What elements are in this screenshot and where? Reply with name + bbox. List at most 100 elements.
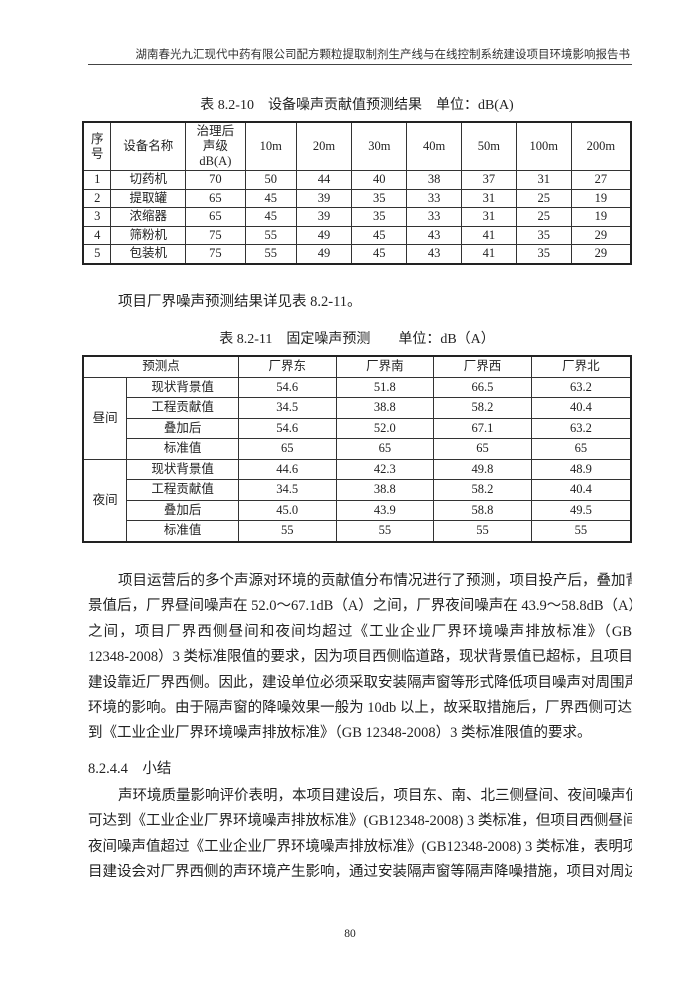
table-cell: 75 — [185, 244, 246, 264]
table-cell: 治理后 声级 dB(A) — [185, 121, 246, 171]
table-cell: 现状背景值 — [126, 458, 239, 480]
table-cell: 厂界东 — [237, 355, 337, 378]
table2-caption: 表 8.2-11 固定噪声预测 单位：dB（A） — [219, 332, 495, 347]
text-line: 可达到《工业企业厂界环境噪声排放标准》(GB12348-2008) 3 类标准，… — [88, 813, 632, 830]
text-line: 建设靠近厂界西侧。因此，建设单位必须采取安装隔声窗等形式降低项目噪声对周围声 — [88, 674, 632, 691]
table-cell: 序 号 — [82, 121, 112, 171]
section-heading: 8.2.4.4 小结 — [88, 761, 172, 777]
text-line: 12348-2008）3 类标准限值的要求，因为项目西侧临道路，现状背景值已超标… — [88, 649, 632, 666]
table-cell: 54.6 — [237, 417, 337, 439]
table-cell: 43 — [406, 225, 462, 245]
table-row: 昼间 现状背景值 54.6 51.8 66.5 63.2 — [82, 376, 632, 460]
table-cell: 昼间 — [82, 376, 128, 460]
table-cell: 37 — [461, 170, 517, 190]
table-cell: 63.2 — [530, 376, 632, 398]
table-cell: 3 — [82, 207, 112, 227]
table-cell: 工程贡献值 — [126, 397, 239, 419]
text-line: 目建设会对厂界西侧的声环境产生影响，通过安装隔声窗等隔声降噪措施，项目对周边 — [88, 864, 632, 881]
table-row: 标准值 65 65 65 65 — [83, 438, 632, 460]
table-cell: 33 — [406, 207, 462, 227]
table-row: 工程贡献值 34.5 38.8 58.2 40.4 — [83, 479, 632, 501]
table-cell: 30m — [351, 121, 408, 171]
table-cell: 31 — [515, 170, 572, 190]
table-cell: 55 — [530, 520, 632, 542]
table-cell: 标准值 — [126, 438, 239, 460]
table-cell: 工程贡献值 — [126, 479, 239, 501]
table-cell: 25 — [515, 188, 572, 208]
table-cell: 1 — [82, 170, 112, 190]
text-line: 环境的影响。由于隔声窗的降噪效果一般为 10db 以上，故采取措施后，厂界西侧可… — [88, 700, 632, 716]
table-cell: 2 — [82, 188, 112, 208]
table-cell: 40.4 — [530, 397, 632, 419]
table-cell: 49 — [295, 244, 353, 264]
table-cell: 包装机 — [110, 244, 186, 264]
table-cell: 66.5 — [433, 376, 532, 398]
table-cell: 厂界西 — [433, 355, 532, 378]
boundary-noise-table: 预测点 厂界东 厂界南 厂界西 厂界北 昼间 现状背景值 54.6 51.8 66.5 63.2 工程… — [82, 355, 632, 543]
table-header-row: 预测点 厂界东 厂界南 厂界西 厂界北 — [82, 355, 632, 378]
table-cell: 20m — [295, 121, 353, 171]
table-cell: 58.8 — [433, 499, 532, 521]
table-cell: 45 — [244, 188, 297, 208]
table-cell: 设备名称 — [110, 121, 186, 171]
table-cell: 49.5 — [530, 499, 632, 521]
table-cell: 31 — [461, 207, 517, 227]
table-cell: 44.6 — [237, 458, 337, 480]
table-cell: 52.0 — [335, 417, 435, 439]
table-cell: 51.8 — [335, 376, 435, 398]
table-cell: 34.5 — [237, 479, 337, 501]
table-cell: 65 — [433, 438, 532, 460]
table-row: 叠加后 54.6 52.0 67.1 63.2 — [83, 417, 632, 439]
table-cell: 65 — [185, 188, 246, 208]
table-cell: 49.8 — [433, 458, 532, 480]
table-cell: 41 — [461, 244, 517, 264]
table-cell: 65 — [530, 438, 632, 460]
table-cell: 35 — [351, 188, 408, 208]
table-header-row: 序 号设备名称 治理后 声级 dB(A) 10m 20m 30m 40m 50m 100m 20… — [82, 121, 632, 171]
text-line: 到《工业企业厂界环境噪声排放标准》（GB 12348-2008）3 类标准限值的… — [88, 725, 592, 742]
table-row: 4 筛粉机 75 55 49 45 43 41 35 29 — [82, 225, 632, 245]
table-cell: 50 — [244, 170, 297, 190]
table-cell: 58.2 — [433, 479, 532, 501]
table-row: 3 浓缩器 65 45 39 35 33 31 25 19 — [82, 207, 632, 227]
table-cell: 31 — [461, 188, 517, 208]
table-cell: 43 — [406, 244, 462, 264]
table-cell: 夜间 — [82, 458, 128, 542]
table-cell: 67.1 — [433, 417, 532, 439]
table-cell: 35 — [515, 244, 572, 264]
table-cell: 提取罐 — [110, 188, 186, 208]
table-cell: 63.2 — [530, 417, 632, 439]
table-cell: 浓缩器 — [110, 207, 186, 227]
table-cell: 38.8 — [335, 479, 435, 501]
text-line: 声环境质量影响评价表明，本项目建设后，项目东、南、北三侧昼间、夜间噪声值 — [118, 788, 632, 804]
table-row: 标准值 55 55 55 55 — [83, 520, 632, 542]
table-cell: 55 — [237, 520, 337, 542]
table-cell: 41 — [461, 225, 517, 245]
table-cell: 38.8 — [335, 397, 435, 419]
table-cell: 45 — [351, 225, 408, 245]
table-cell: 100m — [515, 121, 572, 171]
text-line: 项目运营后的多个声源对环境的贡献值分布情况进行了预测，项目投产后，叠加背 — [118, 573, 632, 589]
table-cell: 39 — [295, 207, 353, 227]
table-cell: 筛粉机 — [110, 225, 186, 245]
table-cell: 19 — [570, 188, 632, 208]
table-cell: 10m — [244, 121, 297, 171]
table-cell: 19 — [570, 207, 632, 227]
table-cell: 42.3 — [335, 458, 435, 480]
page-number: 80 — [344, 928, 356, 940]
table-cell: 叠加后 — [126, 417, 239, 439]
table-row: 2 提取罐 65 45 39 35 33 31 25 19 — [82, 188, 632, 208]
table-cell: 48.9 — [530, 458, 632, 480]
table-cell: 55 — [433, 520, 532, 542]
table-cell: 29 — [570, 244, 632, 264]
table-row: 叠加后 45.0 43.9 58.8 49.5 — [83, 499, 632, 521]
table-row: 工程贡献值 34.5 38.8 58.2 40.4 — [83, 397, 632, 419]
table-cell: 40.4 — [530, 479, 632, 501]
table-cell: 200m — [570, 121, 632, 171]
table-cell: 75 — [185, 225, 246, 245]
table-cell: 叠加后 — [126, 499, 239, 521]
table-cell: 5 — [82, 244, 112, 264]
table-row: 5 包装机 75 55 49 45 43 41 35 29 — [82, 244, 632, 264]
table-cell: 35 — [351, 207, 408, 227]
intro-text: 项目厂界噪声预测结果详见表 8.2-11。 — [118, 294, 362, 310]
